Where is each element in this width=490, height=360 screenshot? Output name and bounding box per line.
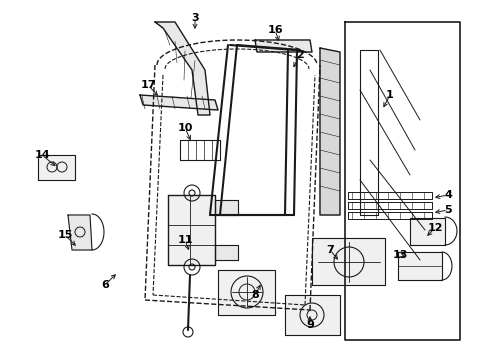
Polygon shape (218, 270, 275, 315)
Text: 8: 8 (251, 290, 259, 300)
Text: 13: 13 (392, 250, 408, 260)
Polygon shape (140, 95, 218, 110)
Text: 9: 9 (306, 320, 314, 330)
Polygon shape (320, 48, 340, 215)
Polygon shape (38, 155, 75, 180)
Polygon shape (410, 218, 445, 245)
Text: 12: 12 (427, 223, 443, 233)
Text: 2: 2 (296, 50, 304, 60)
Text: 6: 6 (101, 280, 109, 290)
Polygon shape (255, 40, 312, 52)
Text: 17: 17 (140, 80, 156, 90)
Polygon shape (168, 195, 215, 265)
Text: 14: 14 (34, 150, 50, 160)
Text: 7: 7 (326, 245, 334, 255)
Polygon shape (215, 245, 238, 260)
Polygon shape (312, 238, 385, 285)
Text: 16: 16 (267, 25, 283, 35)
Text: 10: 10 (177, 123, 193, 133)
Text: 1: 1 (386, 90, 394, 100)
Polygon shape (155, 22, 210, 115)
Text: 11: 11 (177, 235, 193, 245)
Polygon shape (215, 200, 238, 215)
Polygon shape (398, 252, 442, 280)
Text: 3: 3 (191, 13, 199, 23)
Text: 5: 5 (444, 205, 452, 215)
Text: 4: 4 (444, 190, 452, 200)
Polygon shape (285, 295, 340, 335)
Polygon shape (68, 215, 92, 250)
Text: 15: 15 (57, 230, 73, 240)
